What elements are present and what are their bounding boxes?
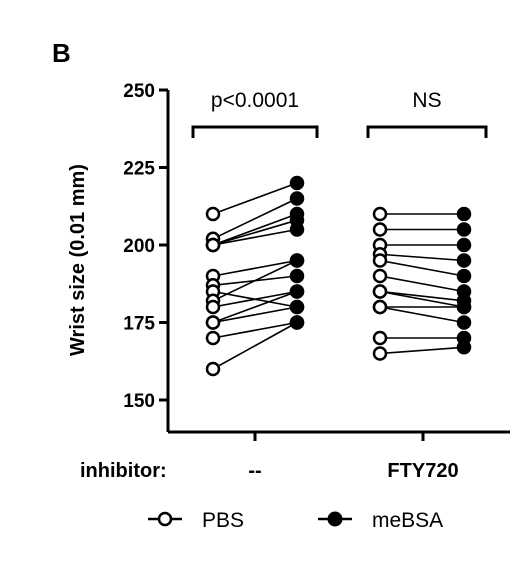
pair-line [212,306,298,324]
mebsa-point [289,191,305,206]
mebsa-point [289,315,305,330]
pair-line [379,259,465,277]
pbs-point [372,253,388,268]
pbs-point [372,346,388,361]
pair-line [212,259,298,277]
legend-marker-pbs [157,511,173,527]
mebsa-point [289,299,305,315]
y-tick-label: 250 [123,81,155,102]
legend-label-pbs: PBS [202,509,244,532]
legend-marker-mebsa [327,511,343,527]
data-points [205,175,472,377]
significance-brackets: p<0.0001 NS [191,89,488,138]
pair-line [212,228,298,246]
mebsa-point [289,175,305,191]
pair-lines [212,182,465,370]
mebsa-point [456,315,472,330]
group-labels: -- FTY720 [248,460,458,482]
group-label: -- [248,460,261,482]
pair-line [212,290,298,308]
mebsa-point [456,237,472,253]
pair-line [379,346,465,355]
mebsa-point [456,340,472,355]
x-row-label: inhibitor: [80,460,167,482]
mebsa-point [456,253,472,268]
significance-label: NS [412,89,441,112]
pair-line [212,259,298,302]
legend-label-mebsa: meBSA [372,509,443,532]
group-label: FTY720 [387,460,458,482]
significance-label: p<0.0001 [211,89,299,112]
mebsa-point [456,206,472,222]
mebsa-point [289,253,305,268]
mebsa-point [456,299,472,315]
pair-line [379,290,465,302]
y-axis-label: Wrist size (0.01 mm) [67,164,89,356]
bracket [191,125,319,138]
pair-line [212,321,298,339]
pair-line [379,290,465,308]
legend-item-mebsa: meBSA [318,509,443,532]
y-tick-label: 225 [123,159,155,180]
panel-label: B [52,38,71,68]
pbs-point [205,299,221,315]
pbs-point [205,237,221,253]
mebsa-point [456,268,472,284]
axes: 150 175 200 225 250 [123,81,510,441]
pbs-point [205,206,221,222]
pair-line [379,275,465,293]
pair-line [212,290,298,324]
pbs-point [372,206,388,222]
pbs-point [372,284,388,299]
pair-line [212,197,298,240]
pair-line [212,213,298,246]
bracket [366,125,488,138]
y-tick-label: 200 [123,236,155,257]
pair-line [212,219,298,246]
pair-line [379,306,465,324]
pbs-point [372,268,388,284]
pair-line [379,253,465,262]
pbs-point [205,315,221,330]
pbs-point [372,222,388,237]
pbs-point [205,330,221,346]
mebsa-point [289,284,305,299]
pbs-point [372,330,388,346]
mebsa-point [456,222,472,237]
pair-line [212,182,298,215]
legend-item-pbs: PBS [148,509,244,532]
pbs-point [372,299,388,315]
pbs-point [205,361,221,377]
y-tick-label: 150 [123,391,155,412]
mebsa-point [289,268,305,284]
pair-line [212,321,298,370]
legend: PBS meBSA [148,509,443,532]
y-tick-label: 175 [123,314,155,335]
mebsa-point [289,222,305,237]
